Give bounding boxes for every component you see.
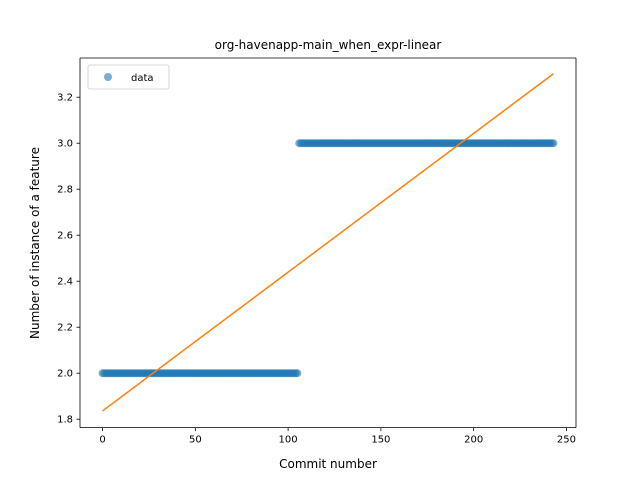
data-point (549, 139, 558, 148)
y-axis-ticks: 1.8 2.0 2.2 2.4 2.6 2.8 3.0 3.2 (57, 93, 80, 426)
legend-marker-data (104, 73, 112, 81)
x-tick-label: 100 (279, 435, 298, 446)
fit-line-layer (102, 73, 554, 412)
y-tick-label: 1.8 (57, 415, 73, 426)
y-tick-label: 3.2 (57, 93, 73, 104)
fit-line (102, 73, 554, 412)
y-tick-label: 2.6 (57, 231, 73, 242)
data-point (293, 369, 302, 378)
x-tick-label: 250 (557, 435, 576, 446)
x-axis-label: Commit number (279, 457, 377, 471)
y-tick-label: 3.0 (57, 139, 73, 150)
x-tick-label: 150 (371, 435, 390, 446)
x-tick-label: 200 (464, 435, 483, 446)
x-axis-ticks: 0 50 100 150 200 250 (99, 427, 576, 446)
legend-label-data: data (131, 73, 154, 84)
x-tick-label: 50 (189, 435, 202, 446)
plot-area (79, 57, 577, 429)
y-axis-label: Number of instance of a feature (28, 147, 42, 339)
y-tick-label: 2.0 (57, 369, 73, 380)
data-points (98, 139, 558, 378)
x-tick-label: 0 (99, 435, 105, 446)
legend-box (87, 64, 170, 90)
legend: data (87, 64, 170, 90)
y-tick-label: 2.4 (57, 277, 73, 288)
chart-title: org-havenapp-main_when_expr-linear (215, 38, 442, 52)
axes-frame (79, 57, 577, 429)
y-tick-label: 2.2 (57, 323, 73, 334)
y-tick-label: 2.8 (57, 185, 73, 196)
